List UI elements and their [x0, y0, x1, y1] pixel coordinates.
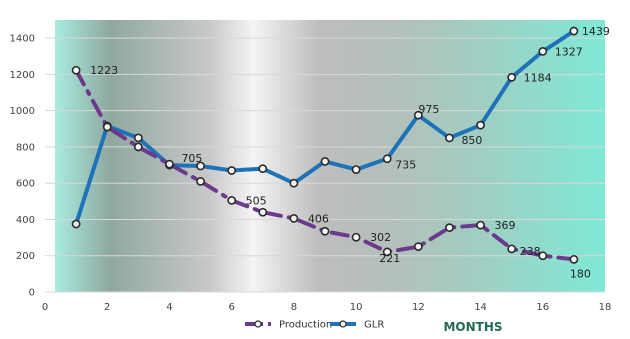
x-tick-label: 12	[412, 302, 425, 313]
x-tick-label: 10	[350, 302, 363, 313]
data-point-glr	[196, 161, 205, 171]
data-point-production	[382, 247, 392, 257]
data-point-glr	[476, 120, 485, 130]
data-point-production	[71, 65, 81, 75]
data-label-glr: 1184	[524, 71, 552, 84]
data-point-glr	[569, 26, 579, 36]
data-point-glr	[227, 166, 237, 175]
y-tick-label: 1200	[10, 70, 35, 81]
data-point-glr	[445, 133, 454, 143]
data-point-production	[320, 226, 330, 236]
data-point-glr	[413, 110, 423, 120]
data-point-glr	[351, 165, 361, 174]
data-label-production: 369	[495, 219, 516, 232]
data-point-glr	[507, 72, 517, 82]
x-tick-label: 18	[599, 302, 612, 313]
data-point-production	[102, 122, 112, 132]
y-tick-label: 400	[16, 215, 35, 226]
x-tick-label: 16	[536, 302, 549, 313]
data-point-glr	[382, 154, 392, 164]
data-point-production	[258, 207, 268, 217]
data-label-production: 1223	[90, 64, 118, 77]
y-tick-label: 800	[16, 142, 35, 153]
data-point-glr	[133, 133, 143, 143]
data-point-production	[445, 223, 454, 233]
data-point-production	[289, 213, 299, 223]
x-tick-label: 4	[166, 302, 172, 313]
y-tick-label: 600	[16, 179, 35, 190]
legend-item-glr: GLR	[330, 320, 384, 331]
data-label-glr: 1439	[582, 25, 610, 38]
y-tick-label: 200	[16, 251, 35, 262]
data-label-production: 406	[308, 212, 329, 225]
data-point-glr	[538, 46, 548, 56]
data-point-production	[413, 242, 423, 252]
data-point-production	[507, 244, 517, 254]
data-label-glr: 1327	[555, 45, 583, 58]
x-tick-label: 6	[228, 302, 234, 313]
x-tick-label: 2	[104, 302, 110, 313]
data-label-production: 505	[246, 194, 267, 207]
legend-label: GLR	[364, 320, 384, 331]
data-point-production	[569, 254, 579, 264]
data-point-glr	[258, 164, 268, 174]
data-point-production	[351, 232, 361, 242]
data-point-production	[538, 251, 548, 261]
data-point-glr	[320, 157, 330, 166]
y-tick-label: 0	[29, 288, 35, 299]
x-axis-title: MONTHS	[443, 320, 502, 334]
data-point-production	[227, 196, 237, 205]
data-label-production: 238	[520, 245, 541, 258]
data-point-glr	[289, 178, 299, 188]
legend-item-production: Production	[245, 320, 332, 331]
legend-marker	[254, 320, 262, 328]
data-label-production: 221	[379, 252, 400, 265]
data-label-production: 705	[181, 152, 202, 165]
x-tick-label: 14	[474, 302, 487, 313]
x-tick-label: 8	[291, 302, 297, 313]
data-label-glr: 975	[418, 103, 439, 116]
data-label-glr: 735	[395, 159, 416, 172]
data-point-production	[165, 159, 174, 169]
data-label-production: 180	[570, 267, 591, 280]
y-tick-label: 1000	[10, 106, 35, 117]
data-point-production	[476, 220, 485, 230]
data-point-glr	[71, 219, 81, 229]
legend-label: Production	[279, 320, 332, 331]
data-point-production	[133, 142, 143, 152]
data-label-glr: 850	[461, 134, 482, 147]
y-tick-label: 1400	[10, 34, 35, 45]
data-point-production	[196, 176, 205, 186]
data-label-production: 302	[370, 231, 391, 244]
legend-marker	[339, 320, 347, 328]
x-tick-label: 0	[42, 302, 48, 313]
